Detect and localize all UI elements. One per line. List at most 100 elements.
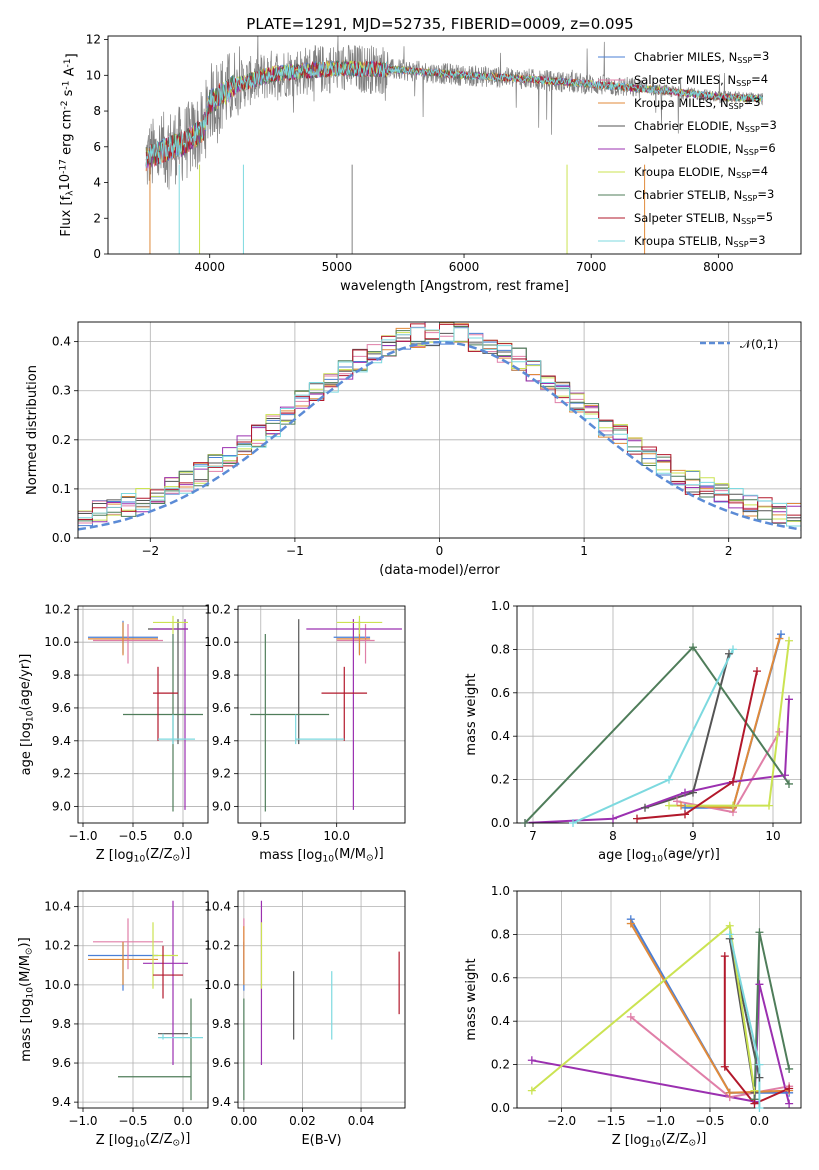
axes-frame: [237, 605, 406, 824]
y-axis-label: mass weight: [464, 673, 479, 755]
x-axis-label: E(B-V): [301, 1133, 341, 1148]
y-tick-label: 10: [86, 68, 101, 82]
y-tick-label: 2: [93, 211, 101, 225]
weight-marker-chabrier_elodie: [755, 1073, 764, 1082]
y-tick-label: 0.1: [52, 482, 71, 496]
y-tick-label: 6: [93, 140, 101, 154]
weight-marker-chabrier_miles: [777, 630, 785, 639]
weight-marker-salpeter_stelib: [750, 1099, 759, 1108]
x-tick-label: 7: [529, 829, 537, 843]
mass-weight-vs-age-panel: 7 8 9 10 0.0 0.2 0.4 0.6 0.8 1.0 age [log10(age/yr…: [464, 599, 802, 864]
weight-line-chabrier_stelib: [524, 645, 790, 823]
weight-marker-kroupa_elodie: [785, 636, 793, 645]
legend-label: Kroupa STELIB, NSSP=3: [634, 233, 766, 249]
y-tick-label: 0: [93, 247, 101, 261]
y-tick-label: 9.6: [212, 701, 231, 715]
y-tick-label: 10.4: [44, 900, 71, 914]
y-axis-label: Flux [fλ10-17 erg cm-2 s-1 A-1]: [58, 53, 79, 236]
weight-marker-kroupa_miles: [775, 634, 784, 643]
x-axis-label: (data-model)/error: [379, 563, 500, 578]
weight-marker-salpeter_miles: [673, 797, 681, 806]
spectrum-legend: Chabrier MILES, NSSP=3 Salpeter MILES, NS…: [598, 49, 777, 249]
plot-area: [88, 900, 203, 1101]
weight-marker-salpeter_miles: [775, 727, 784, 736]
mass-weight-vs-metallicity-panel: −2.0 −1.5 −1.0 −0.5 0.0 0.0 0.2 0.4 0.6 0.8 1.0 Z […: [464, 884, 802, 1149]
weight-marker-chabrier_stelib: [755, 928, 764, 937]
weight-marker-salpeter_elodie: [781, 771, 789, 780]
y-tick-label: 10.0: [204, 978, 231, 992]
y-tick-label: 9.4: [212, 734, 231, 748]
plot-area: [145, 36, 763, 254]
weight-marker-salpeter_stelib: [720, 952, 729, 961]
x-tick-label: 0.04: [348, 1114, 375, 1128]
weight-marker-chabrier_elodie: [689, 788, 697, 797]
legend-label: Chabrier STELIB, NSSP=3: [634, 187, 774, 203]
x-tick-label: −1: [286, 544, 304, 558]
y-tick-label: 1.0: [491, 599, 510, 613]
weight-marker-kroupa_stelib: [569, 819, 577, 827]
x-tick-label: 10: [765, 829, 780, 843]
x-axis-label: Z [log10(Z/Z⊙)]: [96, 846, 191, 864]
x-tick-label: 0.00: [231, 1114, 258, 1128]
y-tick-label: 0.2: [52, 433, 71, 447]
legend-label: Salpeter MILES, NSSP=4: [634, 72, 768, 88]
y-tick-label: 9.2: [52, 767, 71, 781]
x-tick-label: −1.5: [596, 1114, 625, 1128]
x-tick-label: 9: [689, 829, 697, 843]
weight-marker-salpeter_stelib: [681, 810, 689, 819]
axes-frame: [237, 890, 406, 1109]
y-tick-label: 0.8: [491, 927, 510, 941]
x-tick-label: −0.5: [118, 1114, 147, 1128]
weight-marker-salpeter_elodie: [681, 788, 689, 797]
weight-marker-salpeter_miles: [626, 1012, 635, 1021]
weight-marker-kroupa_elodie: [729, 801, 737, 810]
y-tick-label: 9.8: [212, 1017, 231, 1031]
weight-marker-salpeter_elodie: [609, 814, 617, 823]
y-tick-label: 0.4: [491, 729, 510, 743]
y-tick-label: 0.2: [491, 1058, 510, 1072]
x-axis-label: mass [log10(M/M⊙)]: [259, 846, 383, 864]
weight-marker-salpeter_elodie: [527, 1056, 536, 1065]
y-tick-label: 10.2: [44, 939, 71, 953]
weight-line-salpeter_elodie: [524, 699, 790, 823]
mass-vs-ebv-panel: 0.00 0.02 0.04 9.4 9.6 9.8 10.0 10.2 10.4 E(B-V): [204, 890, 406, 1148]
x-tick-label: 0.02: [289, 1114, 316, 1128]
weight-marker-kroupa_stelib: [755, 1104, 764, 1112]
y-tick-label: 12: [86, 33, 101, 47]
x-tick-label: 8: [609, 829, 617, 843]
weight-marker-kroupa_elodie: [765, 801, 773, 810]
weight-line-salpeter_miles: [676, 731, 781, 814]
y-tick-label: 0.4: [52, 335, 71, 349]
residual-histogram-salpeter_elodie: [78, 322, 801, 523]
weight-line-salpeter_stelib: [636, 670, 758, 820]
weight-marker-kroupa_elodie: [665, 801, 673, 810]
x-axis-label: wavelength [Angstrom, rest frame]: [340, 279, 569, 294]
normal-curve: [78, 340, 801, 531]
y-tick-label: 9.0: [212, 800, 231, 814]
axes-frame: [77, 605, 209, 824]
y-tick-label: 9.8: [212, 668, 231, 682]
y-tick-label: 0.6: [491, 971, 510, 985]
y-axis-label: Normed distribution: [25, 365, 40, 495]
y-tick-label: 9.6: [52, 701, 71, 715]
weight-marker-salpeter_stelib: [753, 667, 761, 676]
axes-frame: [77, 321, 802, 539]
x-axis-label: age [log10(age/yr)]: [598, 847, 720, 864]
axes-frame: [516, 890, 802, 1109]
plot-area: [250, 615, 402, 812]
residual-histogram-kroupa_stelib: [78, 327, 801, 527]
axes-frame: [77, 890, 209, 1109]
y-tick-label: 9.8: [52, 668, 71, 682]
y-tick-label: 10.0: [44, 635, 71, 649]
y-tick-label: 10.2: [204, 602, 231, 616]
x-tick-label: −0.5: [695, 1114, 724, 1128]
x-tick-label: −0.5: [118, 829, 147, 843]
mass-vs-metallicity-panel: −1.0 −0.5 0.0 9.4 9.6 9.8 10.0 10.2 10.4 Z [log10…: [17, 890, 209, 1149]
weight-marker-kroupa_stelib: [725, 930, 734, 939]
weight-line-kroupa_elodie: [669, 640, 790, 807]
y-tick-label: 9.4: [52, 734, 71, 748]
age-vs-mass-panel: 9.5 10.0 9.0 9.2 9.4 9.6 9.8 10.0 10.2 mass [log1…: [204, 602, 406, 864]
y-tick-label: 4: [93, 176, 101, 190]
x-tick-label: 1: [580, 544, 588, 558]
y-tick-label: 10.0: [204, 635, 231, 649]
